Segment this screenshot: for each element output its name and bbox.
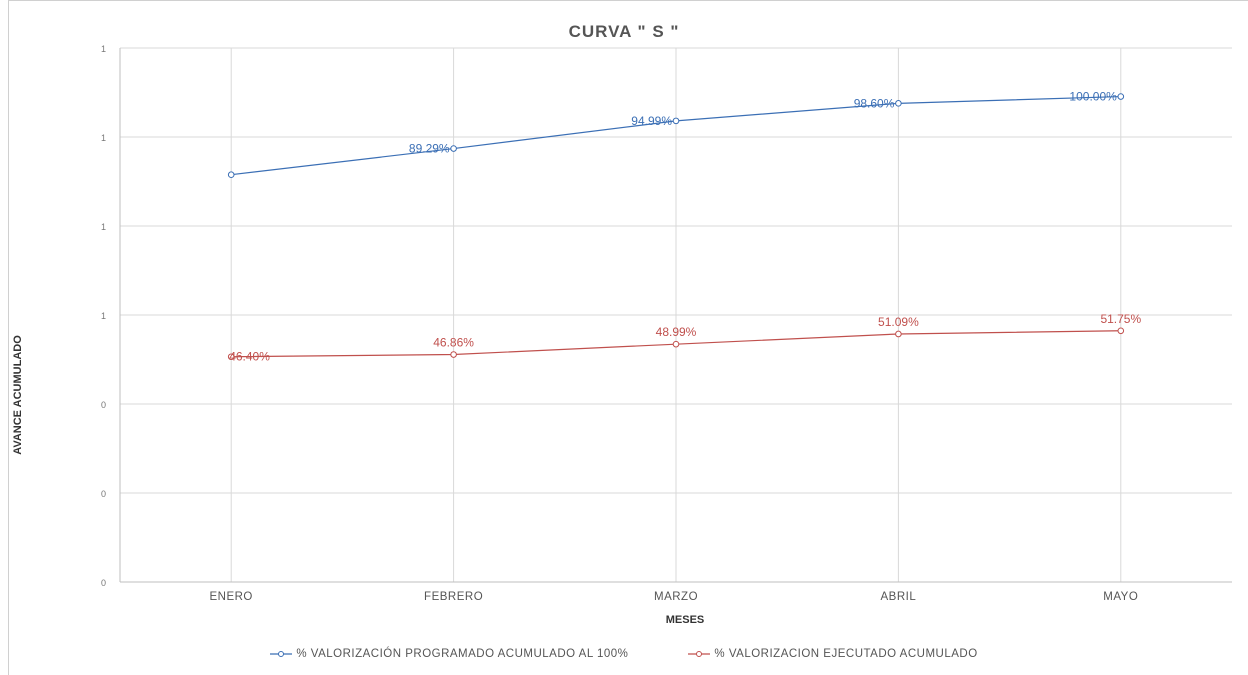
legend-label-programado: % VALORIZACIÓN PROGRAMADO ACUMULADO AL 1… (296, 648, 629, 660)
data-point-0 (895, 100, 902, 107)
y-tick-label: 0 (101, 489, 106, 499)
chart-frame (8, 0, 1248, 675)
data-label-0: 100.00% (1069, 90, 1117, 104)
y-tick-label: 1 (101, 222, 106, 232)
legend: % VALORIZACIÓN PROGRAMADO ACUMULADO AL 1… (0, 648, 1248, 660)
y-tick-label: 0 (101, 400, 106, 410)
data-point-1 (1117, 327, 1125, 335)
x-tick-label: ENERO (209, 591, 252, 603)
x-tick-label: ABRIL (881, 591, 917, 603)
data-point-1 (227, 353, 235, 361)
chart-title: CURVA " S " (568, 22, 680, 41)
data-label-1: 48.99% (656, 325, 697, 339)
legend-swatch-programado (270, 651, 293, 657)
legend-item-programado: % VALORIZACIÓN PROGRAMADO ACUMULADO AL 1… (270, 648, 628, 660)
legend-label-ejecutado: % VALORIZACION EJECUTADO ACUMULADO (714, 648, 978, 660)
legend-item-ejecutado: % VALORIZACION EJECUTADO ACUMULADO (688, 648, 977, 660)
y-tick-label: 0 (101, 578, 106, 588)
data-label-0: 98.60% (854, 96, 895, 110)
data-point-1 (895, 330, 902, 338)
data-point-1 (672, 340, 680, 348)
x-tick-label: FEBRERO (424, 591, 483, 603)
legend-swatch-ejecutado (688, 651, 711, 657)
x-tick-label: MARZO (654, 591, 698, 603)
data-label-0: 89.29% (409, 142, 450, 156)
data-point-0 (1117, 93, 1125, 100)
y-tick-label: 1 (101, 311, 106, 321)
data-label-1: 51.09% (878, 315, 919, 329)
x-axis-label: MESES (665, 614, 705, 626)
data-label-1: 46.40% (229, 350, 270, 364)
data-label-0: 94.99% (631, 114, 672, 128)
data-point-0 (227, 171, 235, 179)
data-point-1 (450, 351, 457, 358)
data-point-0 (672, 117, 680, 125)
data-point-0 (450, 145, 457, 152)
data-label-1: 46.86% (433, 336, 474, 350)
y-tick-label: 1 (101, 44, 106, 54)
data-label-1: 51.75% (1100, 312, 1141, 326)
x-tick-label: MAYO (1103, 591, 1138, 603)
y-tick-label: 1 (101, 133, 106, 143)
